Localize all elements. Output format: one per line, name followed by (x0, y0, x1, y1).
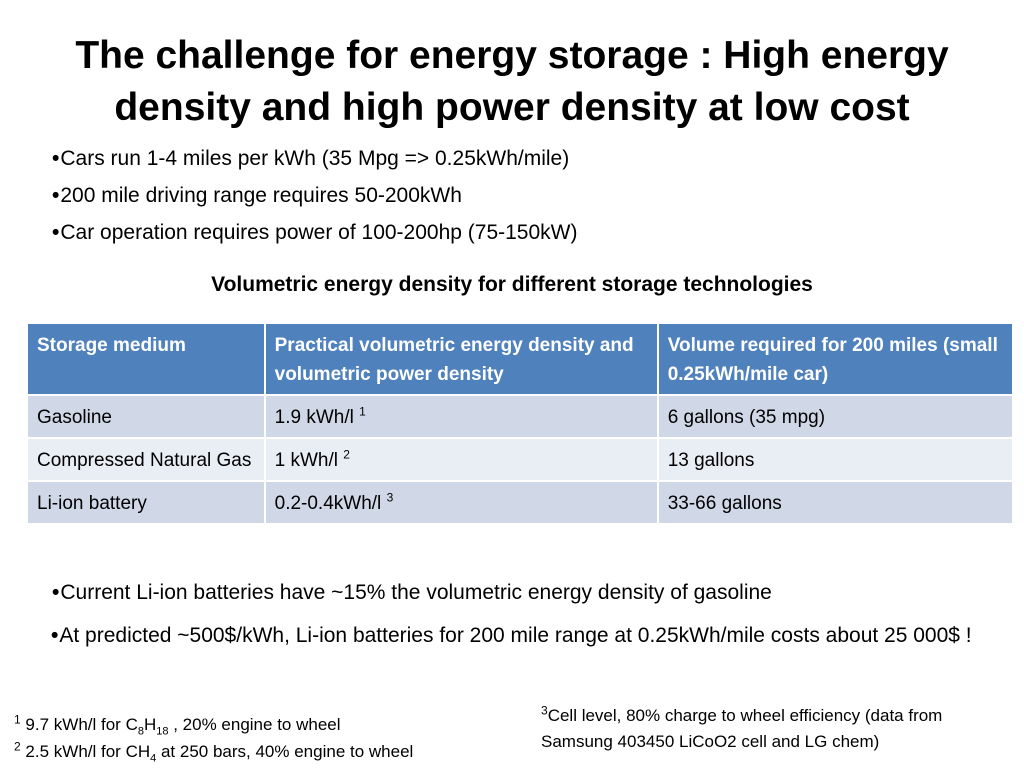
cell-volume: 33-66 gallons (656, 480, 1015, 525)
footnotes-left: 1 9.7 kWh/l for C8H18 , 20% engine to wh… (14, 711, 413, 765)
footnote-ref: 1 (359, 404, 366, 419)
footnote-1: 1 9.7 kWh/l for C8H18 , 20% engine to wh… (14, 711, 413, 738)
footnote-number: 3 (541, 703, 548, 718)
subscript: 4 (150, 752, 157, 765)
bullet-dot: • (52, 184, 60, 207)
subscript: 18 (156, 725, 169, 738)
table-caption: Volumetric energy density for different … (211, 273, 813, 296)
table-row: Gasoline 1.9 kWh/l 1 6 gallons (35 mpg) (26, 394, 1015, 439)
footnote-2: 2 2.5 kWh/l for CH4 at 250 bars, 40% eng… (14, 738, 413, 765)
top-bullet-list: •Cars run 1-4 miles per kWh (35 Mpg => 0… (52, 147, 992, 258)
bullet-text: 200 mile driving range requires 50-200kW… (60, 184, 462, 207)
cell-medium: Li-ion battery (26, 480, 266, 525)
footnote-text: at 250 bars, 40% engine to wheel (156, 742, 414, 761)
bullet-text: At predicted ~500$/kWh, Li-ion batteries… (59, 624, 972, 647)
energy-density-table: Storage medium Practical volumetric ener… (26, 322, 1015, 525)
bullet-dot: • (52, 221, 60, 244)
density-value: 0.2-0.4kWh/l (274, 493, 382, 514)
footnote-text: , 20% engine to wheel (168, 715, 341, 734)
subscript: 8 (137, 725, 144, 738)
bullet-dot: • (52, 581, 60, 604)
footnote-3: 3Cell level, 80% charge to wheel efficie… (541, 703, 1001, 755)
bullet-text: Cars run 1-4 miles per kWh (35 Mpg => 0.… (60, 147, 570, 170)
bottom-bullet-list: •Current Li-ion batteries have ~15% the … (51, 577, 992, 663)
table-row: Compressed Natural Gas 1 kWh/l 2 13 gall… (26, 437, 1015, 482)
footnote-text: Cell level, 80% charge to wheel efficien… (541, 706, 943, 751)
density-value: 1.9 kWh/l (274, 407, 354, 428)
cell-density: 0.2-0.4kWh/l 3 (263, 480, 659, 525)
header-storage-medium: Storage medium (26, 322, 266, 396)
header-volume-required: Volume required for 200 miles (small 0.2… (656, 322, 1015, 396)
bullet-item: •200 mile driving range requires 50-200k… (52, 184, 992, 208)
bullet-dot: • (51, 624, 59, 647)
footnote-text: 9.7 kWh/l for C (25, 715, 138, 734)
cell-volume: 13 gallons (656, 437, 1015, 482)
bullet-item: •Cars run 1-4 miles per kWh (35 Mpg => 0… (52, 147, 992, 171)
cell-medium: Gasoline (26, 394, 266, 439)
footnote-ref: 3 (386, 490, 394, 505)
bullet-item: •At predicted ~500$/kWh, Li-ion batterie… (51, 620, 992, 651)
header-energy-density: Practical volumetric energy density and … (263, 322, 659, 396)
footnote-number: 1 (14, 712, 21, 727)
cell-volume: 6 gallons (35 mpg) (656, 394, 1015, 439)
bullet-text: Car operation requires power of 100-200h… (60, 221, 578, 244)
density-value: 1 kWh/l (274, 450, 338, 471)
table-row: Li-ion battery 0.2-0.4kWh/l 3 33-66 gall… (26, 480, 1015, 525)
footnote-text: H (143, 715, 157, 734)
footnote-number: 2 (14, 739, 21, 754)
bullet-dot: • (52, 147, 60, 170)
footnote-text: 2.5 kWh/l for CH (25, 742, 151, 761)
cell-density: 1 kWh/l 2 (263, 437, 659, 482)
bullet-item: •Car operation requires power of 100-200… (52, 221, 992, 245)
cell-medium: Compressed Natural Gas (26, 437, 266, 482)
footnote-ref: 2 (343, 447, 350, 462)
cell-density: 1.9 kWh/l 1 (263, 394, 659, 439)
bullet-text: Current Li-ion batteries have ~15% the v… (60, 581, 772, 604)
bullet-item: •Current Li-ion batteries have ~15% the … (52, 577, 992, 608)
slide-title: The challenge for energy storage : High … (75, 34, 949, 129)
table-header-row: Storage medium Practical volumetric ener… (26, 322, 1015, 396)
